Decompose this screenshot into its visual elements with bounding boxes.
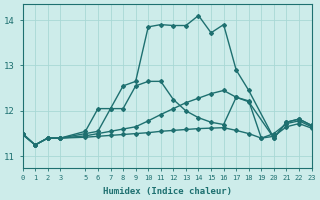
X-axis label: Humidex (Indice chaleur): Humidex (Indice chaleur) xyxy=(103,187,232,196)
